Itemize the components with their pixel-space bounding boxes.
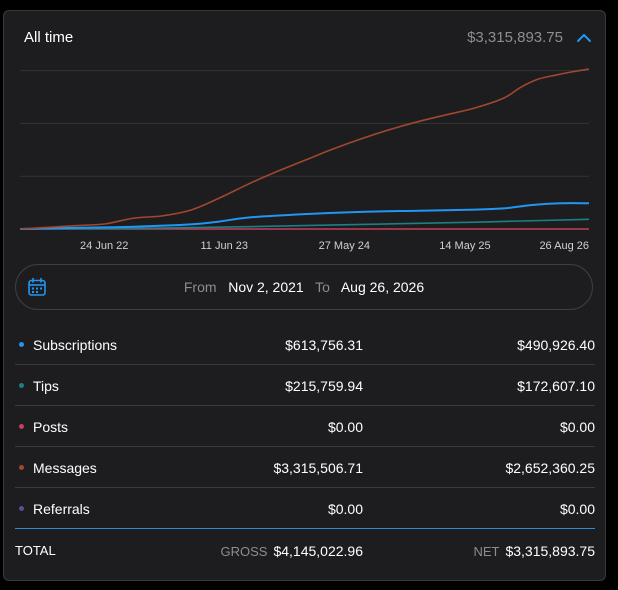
breakdown-table: Subscriptions $613,756.31 $490,926.40 Ti… [15, 324, 595, 529]
gross-label: GROSS [220, 544, 268, 559]
row-net: $0.00 [559, 419, 595, 435]
breakdown-row-tips: Tips $215,759.94 $172,607.10 [15, 365, 595, 406]
row-net: $490,926.40 [517, 337, 595, 353]
row-label: Messages [33, 460, 97, 476]
to-label: To [315, 279, 330, 295]
x-tick-label: 11 Jun 23 [201, 240, 249, 252]
row-gross: $613,756.31 [285, 337, 363, 353]
breakdown-row-subscriptions: Subscriptions $613,756.31 $490,926.40 [15, 324, 595, 365]
card-header[interactable]: All time $3,315,893.75 [4, 11, 605, 63]
breakdown-row-messages: Messages $3,315,506.71 $2,652,360.25 [15, 447, 595, 488]
breakdown-row-referrals: Referrals $0.00 $0.00 [15, 488, 595, 529]
x-tick-label: 24 Jun 22 [80, 240, 128, 252]
legend-dot-icon [19, 342, 24, 347]
calendar-icon[interactable] [27, 277, 47, 297]
from-date[interactable]: Nov 2, 2021 [228, 279, 304, 295]
row-label: Subscriptions [33, 337, 118, 353]
row-label: Referrals [33, 501, 90, 517]
series-line-subscriptions [19, 202, 590, 230]
row-net: $0.00 [559, 501, 595, 517]
row-net: $2,652,360.25 [505, 460, 595, 476]
x-tick-label: 14 May 25 [439, 240, 490, 252]
date-range-text: From Nov 2, 2021 To Aug 26, 2026 [16, 279, 592, 295]
series-line-messages [19, 68, 590, 230]
total-label: TOTAL [15, 543, 56, 558]
row-gross: $215,759.94 [285, 378, 363, 394]
chevron-up-icon[interactable] [575, 29, 593, 47]
header-total: $3,315,893.75 [467, 29, 563, 46]
earnings-chart: 24 Jun 22 11 Jun 23 27 May 24 14 May 25 26 A… [19, 68, 590, 252]
period-title: All time [24, 29, 74, 46]
legend-dot-icon [19, 383, 24, 388]
totals-row: TOTAL GROSS $4,145,022.96 NET $3,315,893.7… [15, 541, 595, 565]
total-net: NET $3,315,893.75 [473, 543, 595, 559]
x-tick-label: 26 Aug 26 [539, 240, 589, 252]
row-net: $172,607.10 [517, 378, 595, 394]
to-date[interactable]: Aug 26, 2026 [340, 279, 425, 295]
date-range-picker[interactable]: From Nov 2, 2021 To Aug 26, 2026 [15, 264, 593, 310]
earnings-card: All time $3,315,893.75 24 Jun 22 11 Jun 2… [3, 10, 606, 581]
breakdown-row-posts: Posts $0.00 $0.00 [15, 406, 595, 447]
legend-dot-icon [19, 506, 24, 511]
row-label: Tips [33, 378, 59, 394]
row-gross: $0.00 [327, 419, 363, 435]
legend-dot-icon [19, 424, 24, 429]
legend-dot-icon [19, 465, 24, 470]
gross-value: $4,145,022.96 [273, 543, 363, 559]
row-gross: $3,315,506.71 [273, 460, 363, 476]
x-tick-label: 27 May 24 [319, 240, 370, 252]
net-label: NET [473, 544, 500, 559]
total-gross: GROSS $4,145,022.96 [221, 543, 364, 559]
from-label: From [183, 279, 217, 295]
net-value: $3,315,893.75 [505, 543, 595, 559]
series-line-tips [19, 218, 590, 230]
row-gross: $0.00 [327, 501, 363, 517]
row-label: Posts [33, 419, 69, 435]
